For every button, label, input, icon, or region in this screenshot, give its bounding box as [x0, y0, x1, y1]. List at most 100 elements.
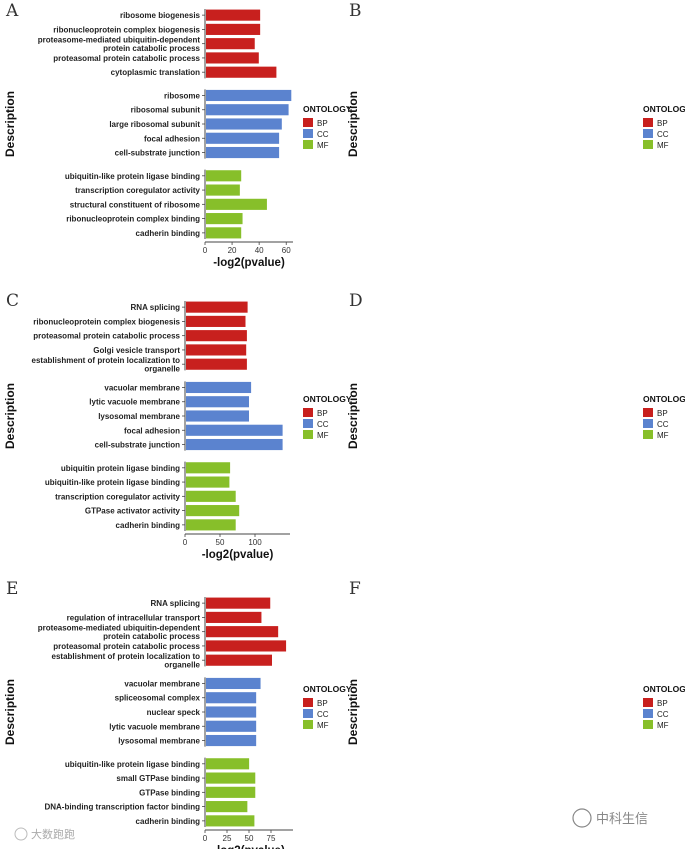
x-tick-label: 20 — [228, 246, 237, 255]
bar-bp — [206, 640, 287, 652]
panel-letter: D — [349, 291, 363, 311]
x-tick-label: 0 — [203, 834, 208, 843]
legend-swatch-cc — [643, 129, 653, 138]
category-label: lysosomal membrane — [98, 412, 180, 421]
bar-mf — [206, 213, 243, 225]
legend: ONTOLOGY BP CC MF — [303, 104, 352, 150]
bar-cc — [206, 146, 280, 159]
legend-title: ONTOLOGY — [303, 104, 352, 114]
category-label: cell-substrate junction — [95, 441, 180, 450]
wechat-icon — [572, 808, 592, 828]
legend-swatch-bp — [643, 698, 653, 707]
legend: ONTOLOGY BP CC MF — [303, 684, 352, 730]
category-label: ribosome biogenesis — [120, 11, 201, 20]
category-label: cadherin binding — [136, 817, 201, 826]
legend-label-cc: CC — [657, 710, 669, 719]
bar-bp — [186, 330, 247, 342]
legend-label-mf: MF — [317, 431, 329, 440]
legend-label-bp: BP — [317, 119, 328, 128]
bar-mf — [186, 462, 231, 474]
y-axis-title: Description — [346, 383, 360, 449]
x-axis-title: -log2(pvalue) — [202, 549, 274, 561]
bar-cc — [206, 118, 282, 130]
bar-cc — [206, 132, 280, 144]
y-axis-title: Description — [346, 679, 360, 745]
category-label: proteasomal protein catabolic process — [53, 642, 200, 651]
bar-mf — [206, 801, 248, 813]
panel-letter: F — [349, 579, 361, 599]
chart-panel-c: C RNA splicing ribonucleoprotein complex b… — [3, 291, 352, 561]
bar-mf — [206, 198, 267, 210]
legend-label-cc: CC — [657, 420, 669, 429]
bar-bp — [206, 23, 261, 35]
bar-mf — [206, 170, 242, 182]
x-tick-label: 60 — [282, 246, 291, 255]
category-label: GTPase binding — [139, 788, 200, 797]
category-label: ribosome — [164, 91, 201, 100]
watermark-left: 大数跑跑 — [14, 827, 75, 841]
bar-cc — [206, 734, 257, 747]
x-axis-title: -log2(pvalue) — [213, 845, 285, 849]
category-label: ribonucleoprotein complex binding — [66, 215, 200, 224]
y-axis-title: Description — [3, 383, 17, 449]
legend: ONTOLOGY BP CC MF — [643, 104, 685, 150]
legend-swatch-cc — [643, 709, 653, 718]
category-label: proteasomal protein catabolic process — [33, 332, 180, 341]
watermark-left-text: 大数跑跑 — [31, 827, 75, 841]
bar-bp — [206, 611, 262, 623]
bar-bp — [206, 597, 271, 609]
bar-bp — [206, 52, 259, 64]
panel-letter: E — [6, 579, 18, 599]
legend-label-mf: MF — [317, 721, 329, 730]
bar-cc — [186, 410, 249, 422]
category-label: proteasome-mediated ubiquitin-dependent p… — [38, 623, 201, 641]
category-label: cadherin binding — [116, 521, 181, 530]
category-label: vacuolar membrane — [124, 679, 200, 688]
category-label: ubiquitin-like protein ligase binding — [65, 760, 200, 769]
category-label: focal adhesion — [124, 426, 180, 435]
legend-label-mf: MF — [657, 431, 669, 440]
legend-label-bp: BP — [657, 409, 668, 418]
category-label: vacuolar membrane — [104, 383, 180, 392]
bar-cc — [186, 396, 249, 408]
legend-swatch-bp — [643, 118, 653, 127]
legend-label-bp: BP — [657, 699, 668, 708]
bar-mf — [206, 772, 256, 784]
bar-cc — [206, 89, 292, 102]
category-label: ribosomal subunit — [131, 106, 201, 115]
category-label: Golgi vesicle transport — [93, 346, 180, 355]
category-label: ubiquitin-like protein ligase binding — [65, 172, 200, 181]
bar-mf — [206, 227, 242, 239]
bar-mf — [186, 519, 236, 531]
legend-label-bp: BP — [317, 409, 328, 418]
y-axis-title: Description — [3, 679, 17, 745]
legend-label-bp: BP — [317, 699, 328, 708]
panel-letter: B — [349, 1, 362, 21]
bar-mf — [206, 786, 256, 798]
legend-title: ONTOLOGY — [303, 684, 352, 694]
x-tick-label: 50 — [216, 538, 225, 547]
legend-label-bp: BP — [657, 119, 668, 128]
legend-label-cc: CC — [657, 130, 669, 139]
legend-swatch-bp — [303, 408, 313, 417]
legend-swatch-cc — [303, 129, 313, 138]
panel-letter: A — [5, 1, 19, 21]
y-axis-title: Description — [3, 91, 17, 157]
legend-title: ONTOLOGY — [303, 394, 352, 404]
bar-bp — [186, 315, 246, 327]
legend: ONTOLOGY BP CC MF — [303, 394, 352, 440]
bar-bp — [206, 9, 261, 21]
legend-swatch-cc — [303, 709, 313, 718]
legend-swatch-bp — [643, 408, 653, 417]
bar-cc — [206, 104, 289, 116]
category-label: RNA splicing — [131, 303, 181, 312]
category-label: proteasomal protein catabolic process — [53, 54, 200, 63]
bar-mf — [186, 490, 236, 502]
category-label: focal adhesion — [144, 134, 200, 143]
category-label: cadherin binding — [136, 229, 201, 238]
category-label: ubiquitin-like protein ligase binding — [45, 478, 180, 487]
bar-bp — [206, 38, 255, 50]
bar-cc — [186, 424, 283, 436]
